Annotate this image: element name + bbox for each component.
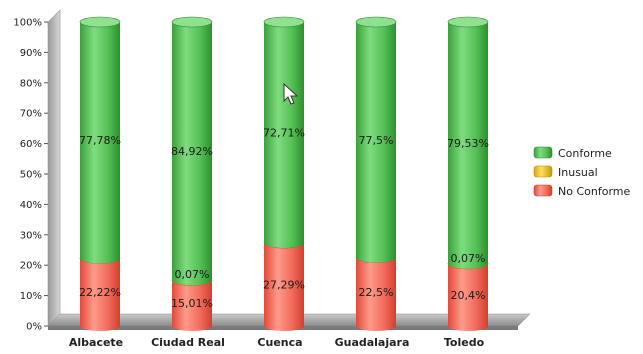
bar-segment-no-conforme [80,258,120,326]
y-tick-label: 80% [20,78,42,89]
legend-swatch [533,184,553,197]
y-tick-label: 0% [26,322,42,333]
data-label: 22,22% [79,286,121,299]
bar-segment-top [263,16,305,28]
y-tick-label: 70% [20,109,42,120]
bar-segment-base [448,321,488,331]
bar-segment-top [79,16,121,28]
data-label: 72,71% [263,127,305,140]
y-tick-label: 60% [20,139,42,150]
y-tick-label: 50% [20,170,42,181]
y-tick-label: 40% [20,200,42,211]
bar-segment-conforme [172,22,212,281]
y-tick-label: 20% [20,261,42,272]
x-tick-label: Albacete [69,336,123,349]
legend-label: Inusual [558,166,598,179]
bar-segment-conforme [448,22,488,264]
data-label: 22,5% [359,286,394,299]
bar-segment-no-conforme [356,257,396,326]
y-tick-label: 30% [20,230,42,241]
bar-segment-base [80,253,120,264]
data-label: 27,29% [263,279,305,292]
bar-segment-base [80,321,120,331]
x-tick-label: Toledo [444,336,485,349]
bar-segment-no-conforme [172,280,212,326]
legend-swatch [533,165,553,178]
legend-label: No Conforme [558,185,630,198]
data-label: 0,07% [451,252,486,265]
legend: Conforme Inusual No Conforme [533,146,630,198]
data-label: 77,78% [79,134,121,147]
data-label: 79,53% [447,137,489,150]
bar-segment-base [172,321,212,331]
data-label: 77,5% [359,134,394,147]
bar-segment-top [171,16,213,28]
bar-segment-top [355,16,397,28]
data-labels: 22,22% 77,78% 15,01% 0,07% 84,92% 27,29% 72,71… [79,127,489,311]
y-tick-label: 90% [20,48,42,59]
bar-segment-base [172,275,212,286]
bar-segment-base [448,258,488,269]
bar-segment-conforme [80,22,120,259]
x-tick-label: Ciudad Real [151,336,225,349]
bar-segment-conforme [264,22,304,244]
y-tick-label: 10% [20,291,42,302]
bar-segment-no-conforme [448,263,488,326]
left-wall [47,9,61,327]
bar-segment-no-conforme [264,243,304,326]
bar-segment-base [356,252,396,263]
data-label: 15,01% [171,297,213,310]
bars [79,16,489,331]
mouse-cursor-icon [283,82,299,105]
data-label: 0,07% [175,268,210,281]
legend-swatch [533,146,553,159]
x-tick-label: Guadalajara [335,336,410,349]
bar-segment-base [356,321,396,331]
data-label: 84,92% [171,145,213,158]
bar-segment-base [264,238,304,249]
legend-label: Conforme [558,147,612,160]
y-tick-label: 100% [13,18,42,29]
x-tick-label: Cuenca [257,336,302,349]
bar-segment-conforme [356,22,396,258]
bar-segment-top [447,16,489,28]
bar-segment-base [264,321,304,331]
data-label: 20,4% [451,289,486,302]
